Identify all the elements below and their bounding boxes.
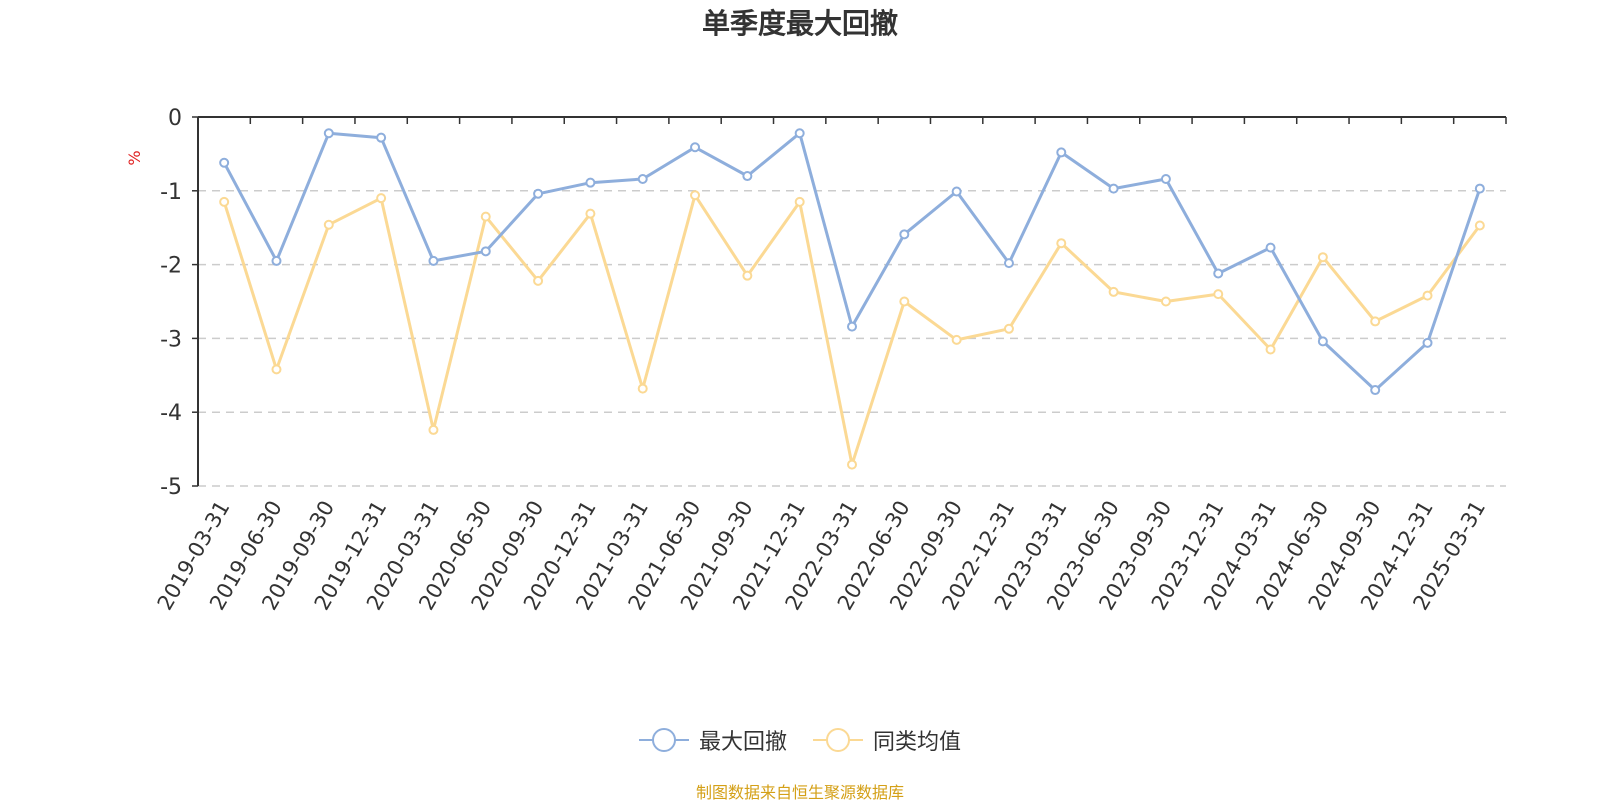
data-point [219, 196, 230, 207]
data-point [323, 219, 334, 230]
data-point [1422, 337, 1433, 348]
data-point [1108, 183, 1119, 194]
data-point [480, 211, 491, 222]
data-point [1317, 336, 1328, 347]
data-point [1422, 290, 1433, 301]
data-point [1317, 252, 1328, 263]
data-point [428, 424, 439, 435]
y-tick-label: -4 [160, 401, 182, 426]
data-point [1003, 323, 1014, 334]
data-point [376, 193, 387, 204]
data-point [1056, 147, 1067, 158]
data-point [1370, 385, 1381, 396]
y-tick-label: -3 [160, 327, 182, 352]
tick-labels: 0-1-2-3-4-5%2019-03-312019-06-302019-09-… [125, 106, 1490, 614]
data-point [847, 459, 857, 470]
legend-label: 同类均值 [873, 730, 962, 755]
axes [192, 116, 1507, 487]
data-point [951, 334, 962, 345]
grid-lines [198, 190, 1506, 487]
data-point [1265, 242, 1276, 253]
data-point [1056, 238, 1067, 249]
data-point [951, 186, 962, 197]
data-point [690, 190, 701, 201]
legend-item-peer-average[interactable]: 同类均值 [813, 724, 961, 756]
data-point [637, 173, 648, 184]
series-lines [219, 128, 1485, 470]
data-point [1160, 296, 1171, 307]
data-point [1213, 268, 1224, 279]
chart-title: 单季度最大回撤 [701, 7, 898, 40]
data-point [637, 383, 648, 394]
data-point [1265, 344, 1276, 355]
y-tick-label: -1 [160, 180, 182, 205]
source-note: 制图数据来自恒生聚源数据库 [695, 783, 904, 802]
data-point [219, 157, 230, 168]
data-point [899, 229, 910, 240]
y-tick-label: 0 [168, 106, 182, 131]
data-point [847, 321, 857, 332]
data-point [271, 255, 282, 266]
data-point [1003, 258, 1014, 269]
legend-item-max-drawdown[interactable]: 最大回撤 [638, 724, 787, 756]
y-axis-label: % [125, 150, 144, 165]
y-tick-label: -2 [160, 254, 182, 279]
data-point [323, 128, 334, 139]
data-point [533, 275, 544, 286]
data-point [1213, 289, 1224, 300]
legend-line-circle-icon [638, 728, 689, 752]
series-line-0 [222, 131, 1482, 392]
data-point [585, 177, 596, 188]
legend-label: 最大回撤 [698, 730, 787, 755]
y-tick-label: -5 [160, 475, 182, 500]
data-point [533, 188, 544, 199]
data-point [428, 255, 439, 266]
data-point [794, 128, 805, 139]
data-point [1160, 173, 1171, 184]
data-point [1370, 316, 1381, 327]
legend-line-circle-icon [813, 728, 863, 752]
data-point [899, 296, 910, 307]
data-point [1108, 286, 1119, 297]
legend: 最大回撤 同类均值 [0, 724, 1600, 756]
data-point [271, 364, 282, 375]
data-point [585, 208, 596, 219]
data-point [1474, 183, 1485, 194]
data-point [690, 142, 701, 153]
data-point [1474, 220, 1485, 231]
data-point [742, 171, 753, 182]
data-point [742, 270, 753, 281]
data-point [480, 246, 491, 257]
data-point [376, 132, 387, 143]
data-point [794, 196, 805, 207]
